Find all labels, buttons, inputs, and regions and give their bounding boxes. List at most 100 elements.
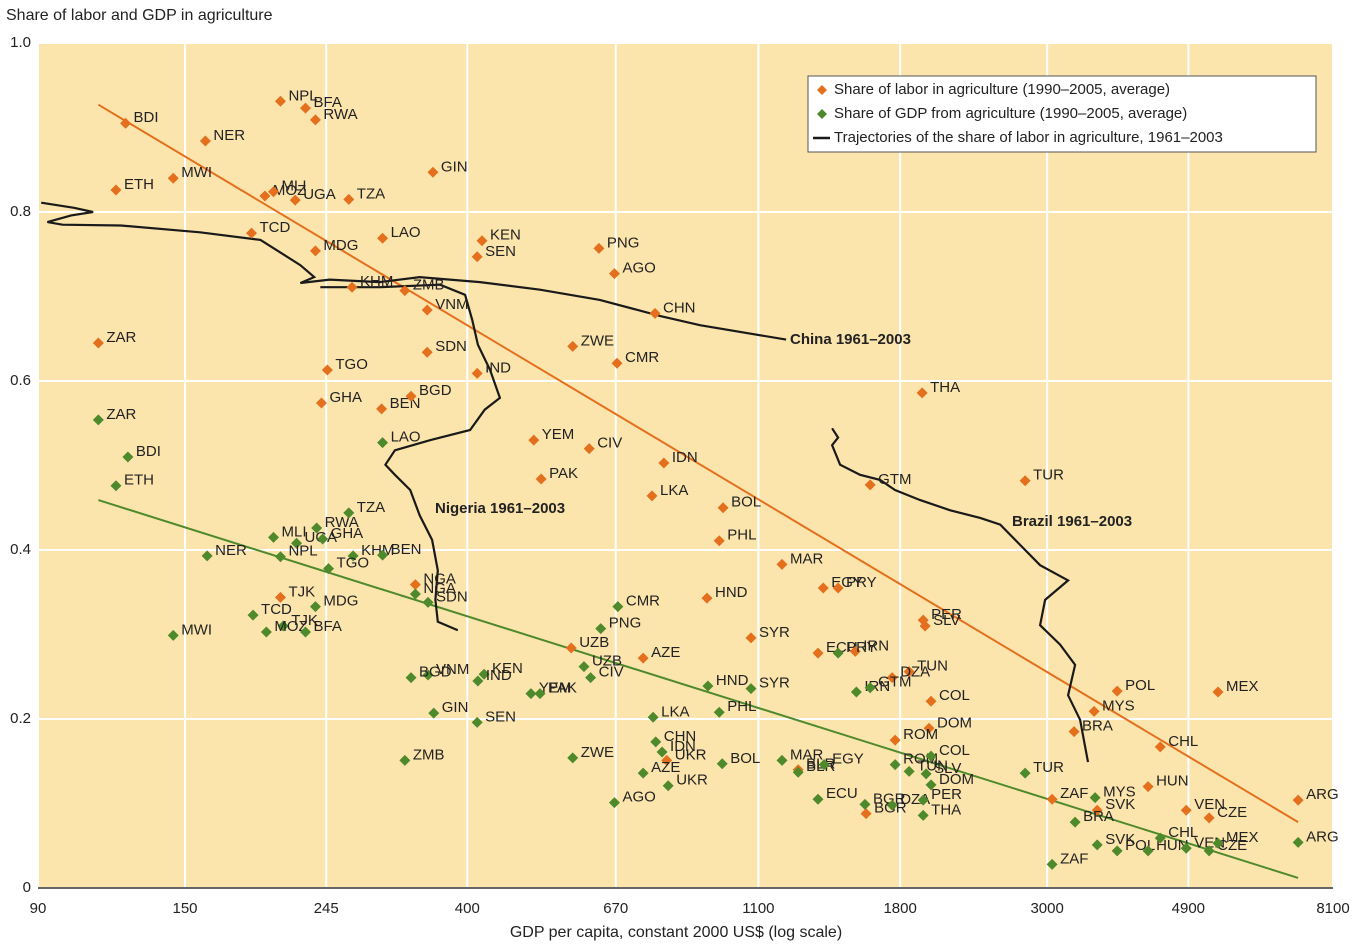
point-label: CHL [1168,733,1198,750]
point-label: IDN [672,449,698,466]
point-label: KEN [490,227,521,244]
point-marker [1089,792,1101,804]
point-marker [471,716,483,728]
point-label: MEX [1226,678,1259,695]
point-marker [199,135,211,147]
point-marker [776,558,788,570]
point-marker [274,591,286,603]
point-label: GIN [442,699,469,716]
point-label: KHM [360,273,393,290]
point-marker [702,680,714,692]
point-label: LAO [391,224,421,241]
point-label: ETH [124,472,154,489]
point-label: MAR [790,550,824,567]
point-marker [110,480,122,492]
point-label: NER [215,542,247,559]
x-tick-label: 1800 [883,900,916,917]
point-label: ZAR [106,406,136,423]
x-tick-label: 3000 [1030,900,1063,917]
point-marker [274,551,286,563]
point-marker [427,166,439,178]
point-label: BOL [731,494,761,511]
point-marker [650,736,662,748]
point-label: SEN [485,243,516,260]
point-label: BEN [391,541,422,558]
point-label: UKR [676,772,708,789]
x-tick-label: 245 [314,900,339,917]
point-label: TJK [291,612,318,629]
point-label: UGA [303,186,336,203]
point-marker [745,683,757,695]
point-marker [1046,793,1058,805]
trajectory-label: Brazil 1961–2003 [1012,513,1132,530]
point-label: AZE [651,644,680,661]
point-label: MOZ [274,618,307,635]
point-marker [776,754,788,766]
point-label: NGA [423,580,456,597]
point-label: SYR [759,624,790,641]
point-label: SYR [759,675,790,692]
x-tick-label: 1100 [742,900,774,917]
point-marker [818,759,830,771]
point-label: SVK [1105,831,1135,848]
point-label: NER [213,127,245,144]
point-marker [886,672,898,684]
point-marker [399,285,411,297]
point-marker [745,632,757,644]
point-marker [405,390,417,402]
point-marker [925,750,937,762]
legend-label: Share of GDP from agriculture (1990–2005… [834,105,1187,122]
point-label: MWI [181,164,212,181]
point-marker [274,95,286,107]
point-marker [1142,845,1154,857]
point-marker [315,397,327,409]
point-marker [534,688,546,700]
point-label: PRY [846,639,877,656]
point-marker [309,114,321,126]
point-marker [1091,839,1103,851]
point-label: HND [715,584,748,601]
point-label: MYS [1102,697,1135,714]
point-marker [277,620,289,632]
point-label: THA [930,379,960,396]
point-label: BFA [314,618,342,635]
point-label: GHA [329,389,362,406]
point-label: BGR [873,790,906,807]
point-marker [399,754,411,766]
point-marker [864,479,876,491]
point-marker [832,647,844,659]
point-marker [920,768,932,780]
point-label: CMR [625,349,659,366]
point-label: BDI [136,443,161,460]
point-marker [291,537,303,549]
point-marker [1212,686,1224,698]
point-label: ZMB [413,277,445,294]
point-marker [471,367,483,379]
point-label: EGY [832,751,864,768]
point-marker [1111,845,1123,857]
point-label: PHL [727,698,756,715]
point-label: ETH [124,176,154,193]
plot-area [38,42,1333,888]
point-marker [717,502,729,514]
point-label: DZA [900,664,930,681]
point-marker [309,601,321,613]
point-label: ARG [1306,828,1339,845]
point-marker [612,601,624,613]
point-label: ZWE [581,744,614,761]
point-label: BEN [390,395,421,412]
point-marker [701,592,713,604]
point-marker [583,443,595,455]
point-marker [377,437,389,449]
point-marker [817,582,829,594]
point-marker [122,451,134,463]
point-label: BDI [134,109,159,126]
point-marker [864,682,876,694]
point-marker [917,794,929,806]
point-label: TJK [288,583,315,600]
point-marker [247,609,259,621]
trajectory-line [41,201,787,341]
point-label: CZE [1217,804,1247,821]
point-label: KEN [492,660,523,677]
point-label: ZAR [106,329,136,346]
